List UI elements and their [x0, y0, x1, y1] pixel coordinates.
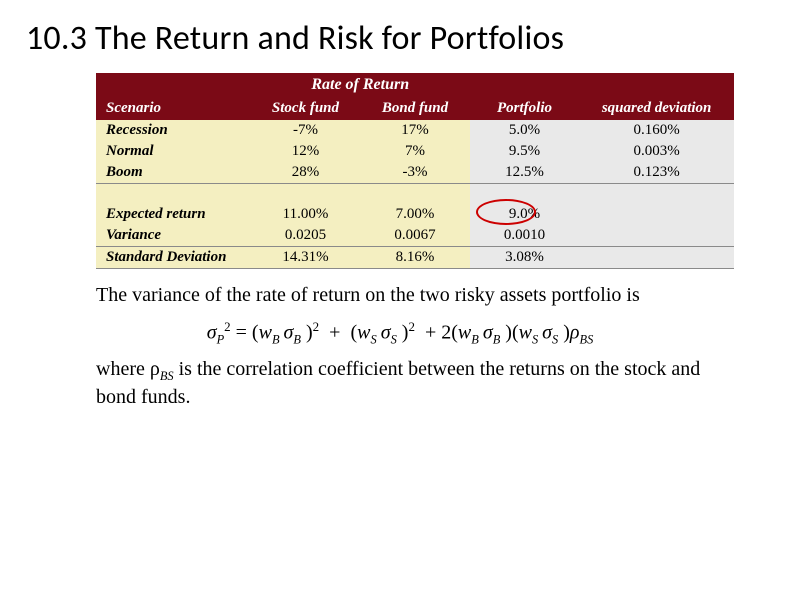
text2a: where ρ	[96, 358, 160, 380]
cell-stddev-bond: 8.16%	[360, 247, 470, 269]
cell-normal-bond: 7%	[360, 141, 470, 162]
cell-normal-sq: 0.003%	[579, 141, 734, 162]
col-sqdev: squared deviation	[579, 97, 734, 120]
cell-variance-sq	[579, 225, 734, 247]
slide-title: 10.3 The Return and Risk for Portfolios	[26, 18, 774, 59]
variance-intro-text: The variance of the rate of return on th…	[96, 283, 734, 309]
row-stddev: Standard Deviation 14.31% 8.16% 3.08%	[96, 247, 734, 269]
row-normal: Normal 12% 7% 9.5% 0.003%	[96, 141, 734, 162]
cell-variance-port: 0.0010	[470, 225, 580, 247]
cell-boom-port: 12.5%	[470, 162, 580, 184]
cell-recession-sq: 0.160%	[579, 120, 734, 141]
portfolio-table-wrap: Rate of Return Scenario Stock fund Bond …	[96, 73, 734, 269]
cell-recession-stock: -7%	[251, 120, 361, 141]
row-gap	[96, 184, 734, 205]
cell-recession-label: Recession	[96, 120, 251, 141]
col-portfolio: Portfolio	[470, 97, 580, 120]
row-recession: Recession -7% 17% 5.0% 0.160%	[96, 120, 734, 141]
col-scenario: Scenario	[96, 97, 251, 120]
cell-boom-label: Boom	[96, 162, 251, 184]
cell-boom-stock: 28%	[251, 162, 361, 184]
row-variance: Variance 0.0205 0.0067 0.0010	[96, 225, 734, 247]
cell-expected-stock: 11.00%	[251, 204, 361, 225]
cell-boom-sq: 0.123%	[579, 162, 734, 184]
cell-recession-bond: 17%	[360, 120, 470, 141]
cell-normal-stock: 12%	[251, 141, 361, 162]
col-stock: Stock fund	[251, 97, 361, 120]
correlation-explain-text: where ρBS is the correlation coefficient…	[96, 357, 734, 410]
variance-formula: σP2 = (wB σB )2 + (wS σS )2 + 2(wB σB )(…	[26, 319, 774, 348]
cell-normal-port: 9.5%	[470, 141, 580, 162]
col-bond: Bond fund	[360, 97, 470, 120]
hdr-blank3	[579, 73, 734, 97]
hdr-blank	[96, 73, 251, 97]
cell-normal-label: Normal	[96, 141, 251, 162]
cell-expected-label: Expected return	[96, 204, 251, 225]
hdr-rate-of-return: Rate of Return	[251, 73, 470, 97]
cell-expected-bond: 7.00%	[360, 204, 470, 225]
cell-variance-stock: 0.0205	[251, 225, 361, 247]
row-expected: Expected return 11.00% 7.00% 9.0%	[96, 204, 734, 225]
cell-stddev-stock: 14.31%	[251, 247, 361, 269]
cell-variance-label: Variance	[96, 225, 251, 247]
text2b: is the correlation coefficient between t…	[96, 358, 700, 408]
cell-stddev-port: 3.08%	[470, 247, 580, 269]
portfolio-table: Rate of Return Scenario Stock fund Bond …	[96, 73, 734, 269]
cell-stddev-sq	[579, 247, 734, 269]
cell-expected-sq	[579, 204, 734, 225]
cell-expected-port: 9.0%	[470, 204, 580, 225]
cell-variance-bond: 0.0067	[360, 225, 470, 247]
cell-boom-bond: -3%	[360, 162, 470, 184]
row-boom: Boom 28% -3% 12.5% 0.123%	[96, 162, 734, 184]
hdr-blank2	[470, 73, 580, 97]
cell-recession-port: 5.0%	[470, 120, 580, 141]
rho-subscript: BS	[160, 369, 174, 383]
cell-stddev-label: Standard Deviation	[96, 247, 251, 269]
